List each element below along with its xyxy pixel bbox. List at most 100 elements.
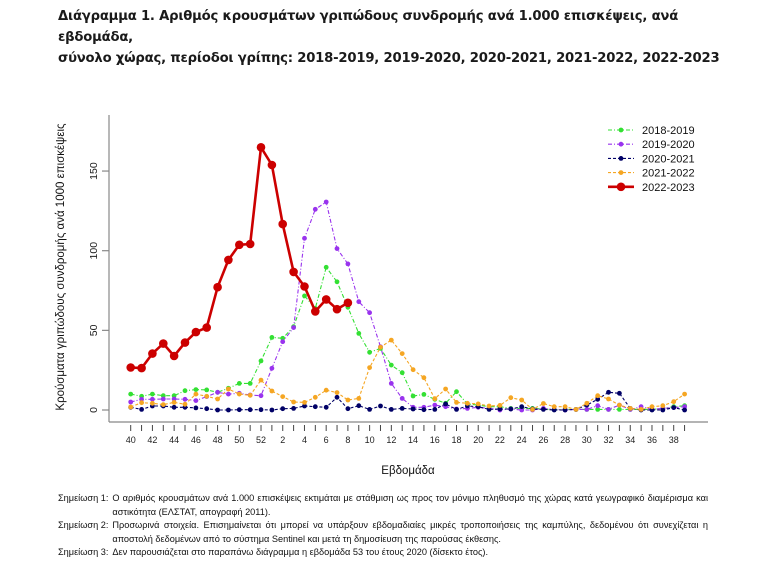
- data-point: [334, 394, 340, 400]
- x-tick-label: 24: [517, 435, 527, 445]
- x-tick-label: 26: [538, 435, 548, 445]
- data-point: [334, 246, 340, 252]
- x-tick-label: 10: [365, 435, 375, 445]
- chart-title-line-1: Διάγραμμα 1. Αριθμός κρουσμάτων γριπώδου…: [58, 9, 679, 45]
- data-point: [356, 299, 362, 305]
- data-point: [660, 407, 666, 413]
- data-point: [432, 396, 438, 402]
- data-point: [541, 401, 546, 406]
- x-tick-label: 34: [625, 435, 635, 445]
- data-point: [236, 407, 242, 413]
- data-point: [378, 403, 383, 409]
- data-point: [224, 255, 233, 265]
- data-point: [312, 394, 318, 400]
- data-point: [421, 407, 427, 413]
- data-point: [193, 387, 199, 392]
- data-point: [399, 396, 405, 401]
- x-tick-label: 32: [604, 435, 614, 445]
- footnote-3: Σημείωση 3: Δεν παρουσιάζεται στο παραπά…: [58, 546, 708, 560]
- data-point: [595, 403, 601, 409]
- data-point: [345, 397, 351, 403]
- data-point: [247, 381, 253, 386]
- data-point: [191, 327, 201, 337]
- x-tick-label: 50: [234, 435, 244, 445]
- data-point: [323, 199, 329, 205]
- data-point: [300, 282, 309, 291]
- series-line: [130, 266, 685, 411]
- data-point: [454, 400, 459, 405]
- data-point: [171, 396, 177, 402]
- data-point: [150, 400, 155, 406]
- data-point: [137, 363, 146, 373]
- x-tick-label: 38: [669, 435, 679, 445]
- data-point: [280, 339, 286, 345]
- footnote-text: Ο αριθμός κρουσμάτων ανά 1.000 επισκέψει…: [112, 493, 708, 517]
- x-tick-label: 40: [126, 435, 136, 445]
- x-tick-label: 18: [451, 435, 461, 445]
- x-tick-label: 48: [213, 435, 223, 445]
- data-point: [497, 406, 503, 412]
- series-group: [126, 143, 687, 413]
- data-point: [245, 239, 255, 249]
- data-point: [562, 404, 568, 410]
- data-point: [159, 339, 168, 348]
- x-tick-label: 12: [386, 435, 396, 445]
- y-tick-label: 0: [88, 407, 100, 413]
- footnotes: Σημείωση 1: Ο αριθμός κρουσμάτων ανά 1.0…: [58, 492, 708, 560]
- x-axis-label: Εβδομάδα: [381, 465, 435, 477]
- data-point: [215, 389, 221, 395]
- data-point: [323, 264, 329, 270]
- data-point: [627, 406, 633, 411]
- data-point: [323, 387, 329, 393]
- series-line: [130, 339, 685, 410]
- data-point: [312, 404, 318, 410]
- legend-label: 2020-2021: [642, 153, 695, 165]
- data-point: [562, 407, 568, 413]
- legend-item: 2020-2021: [608, 153, 695, 165]
- data-point: [388, 337, 394, 343]
- data-point: [421, 392, 427, 397]
- data-point: [289, 267, 298, 277]
- data-point: [584, 407, 590, 412]
- data-point: [204, 393, 210, 399]
- y-tick-label: 150: [88, 162, 100, 180]
- data-point: [595, 396, 601, 402]
- series-2018-2019: [128, 264, 687, 413]
- data-point: [497, 403, 503, 408]
- data-point: [617, 402, 622, 408]
- data-point: [399, 370, 405, 376]
- data-point: [541, 407, 546, 412]
- data-point: [660, 403, 666, 409]
- data-point: [269, 407, 275, 413]
- data-point: [378, 344, 383, 350]
- data-point: [291, 406, 296, 411]
- data-point: [410, 406, 416, 412]
- data-point: [530, 407, 535, 412]
- data-point: [367, 365, 372, 370]
- footnote-label: Σημείωση 2:: [58, 520, 109, 530]
- data-point: [302, 293, 307, 299]
- data-point: [128, 399, 134, 405]
- x-tick-label: 42: [147, 435, 157, 445]
- data-point: [148, 349, 157, 358]
- legend-label: 2019-2020: [642, 139, 695, 151]
- y-tick-label: 50: [88, 324, 100, 336]
- data-point: [388, 407, 394, 412]
- data-point: [486, 407, 492, 412]
- data-point: [595, 407, 601, 412]
- data-point: [280, 335, 286, 341]
- data-point: [269, 365, 275, 371]
- data-point: [160, 402, 166, 407]
- x-tick-label: 16: [430, 435, 440, 445]
- data-point: [291, 399, 296, 405]
- data-point: [454, 407, 459, 412]
- data-point: [399, 406, 405, 411]
- data-point: [682, 391, 687, 397]
- data-point: [204, 387, 210, 393]
- data-point: [258, 407, 264, 413]
- legend-item: 2019-2020: [608, 139, 695, 151]
- data-point: [334, 390, 340, 395]
- data-point: [345, 261, 351, 267]
- data-point: [213, 282, 222, 292]
